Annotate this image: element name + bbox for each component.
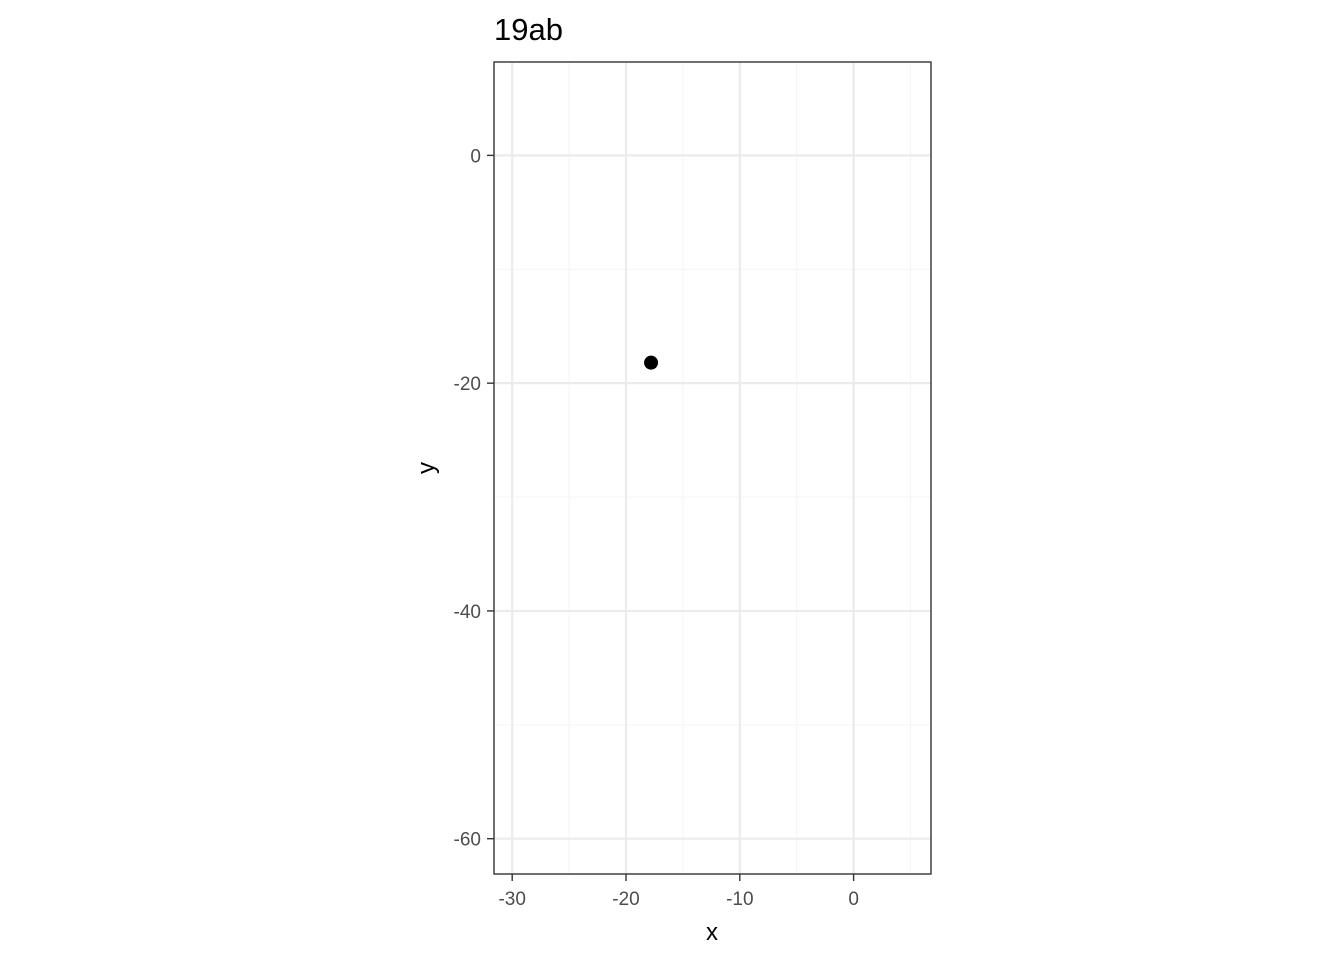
- x-axis-ticks: -30 -20 -10 0: [498, 874, 859, 910]
- x-tick-label: -20: [612, 889, 639, 910]
- y-axis-title: y: [413, 462, 440, 474]
- x-tick-label: -30: [498, 889, 525, 910]
- y-tick-label: 0: [470, 146, 481, 167]
- chart-title: 19ab: [494, 12, 563, 47]
- data-point: [644, 355, 659, 370]
- x-tick-label: -10: [726, 889, 753, 910]
- y-tick-label: -20: [454, 374, 481, 395]
- y-axis-ticks: 0 -20 -40 -60: [454, 146, 494, 851]
- data-points: [644, 355, 659, 370]
- major-gridlines: [494, 62, 931, 874]
- minor-gridlines: [494, 62, 931, 874]
- x-axis-title: x: [706, 919, 718, 946]
- panel-border: [493, 61, 932, 875]
- y-tick-label: -40: [454, 602, 481, 623]
- y-tick-label: -60: [454, 830, 481, 851]
- x-tick-label: 0: [848, 889, 859, 910]
